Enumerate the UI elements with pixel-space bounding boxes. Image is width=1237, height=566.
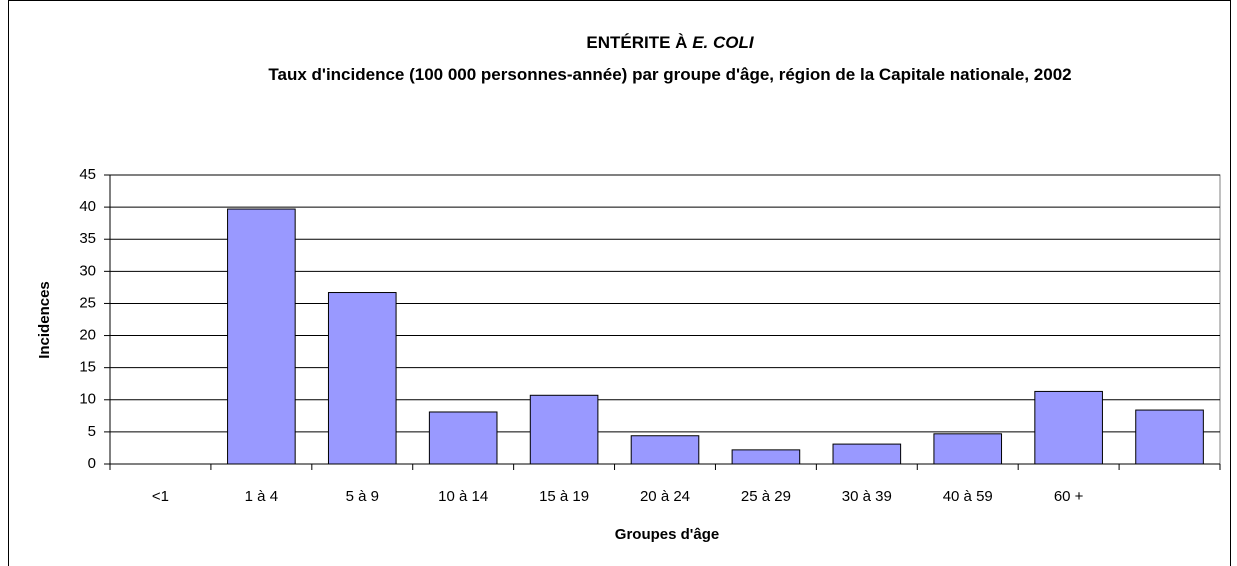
bar: [832, 443, 902, 465]
y-tick-label: 10: [79, 391, 96, 408]
bar: [428, 411, 498, 465]
x-tick-label: 1 à 4: [245, 488, 278, 505]
bar: [630, 435, 700, 465]
x-axis-label: Groupes d'âge: [615, 526, 719, 543]
chart-subtitle: Taux d'incidence (100 000 personnes-anné…: [268, 65, 1072, 84]
y-tick-label: 20: [79, 327, 96, 344]
title-italic: E. COLI: [692, 33, 754, 52]
bar: [731, 449, 801, 465]
x-tick-label: 25 à 29: [741, 488, 791, 505]
x-tick-label: 5 à 9: [346, 488, 379, 505]
x-tick-label: 15 à 19: [539, 488, 589, 505]
y-tick-label: 35: [79, 230, 96, 247]
y-tick-label: 15: [79, 359, 96, 376]
x-tick-label: 40 à 59: [943, 488, 993, 505]
chart-title: ENTÉRITE À E. COLI: [140, 30, 1200, 55]
bar: [227, 208, 296, 465]
bar: [1135, 409, 1204, 465]
bar: [933, 433, 1003, 465]
x-tick-label: 10 à 14: [438, 488, 488, 505]
bar: [327, 292, 397, 465]
x-tick-label: <1: [152, 488, 169, 505]
y-tick-label: 45: [79, 166, 96, 183]
bar: [529, 394, 599, 465]
y-tick-label: 0: [88, 455, 96, 472]
bar: [1034, 390, 1103, 465]
y-tick-label: 40: [79, 198, 96, 215]
y-tick-label: 5: [88, 423, 96, 440]
y-tick-label: 25: [79, 294, 96, 311]
x-tick-label: 60 +: [1054, 488, 1084, 505]
x-tick-label: 30 à 39: [842, 488, 892, 505]
chart-border: [8, 0, 1231, 566]
y-axis-label: Incidences: [36, 281, 53, 359]
title-text: ENTÉRITE À: [586, 33, 688, 52]
y-tick-label: 30: [79, 262, 96, 279]
x-tick-label: 20 à 24: [640, 488, 690, 505]
